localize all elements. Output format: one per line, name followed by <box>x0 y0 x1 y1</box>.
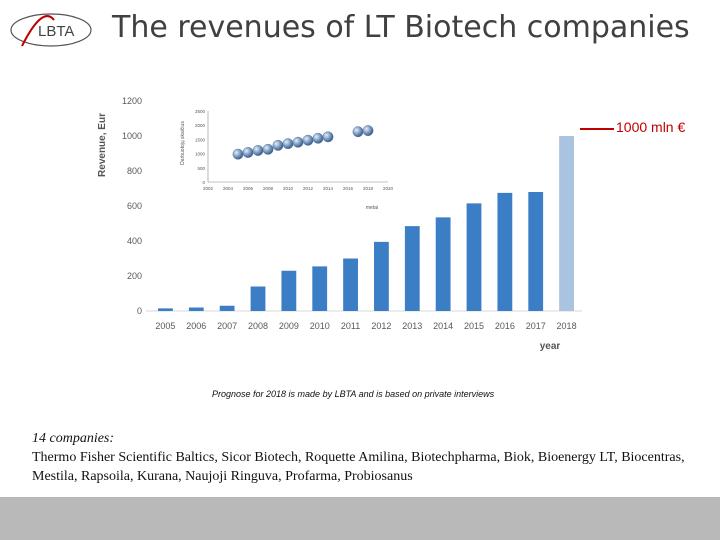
bar-2016 <box>497 192 513 311</box>
bar-2013 <box>404 226 420 311</box>
logo-text: LBTA <box>38 23 74 40</box>
y-axis-label: Revenue, Eur <box>97 113 108 177</box>
bar-2011 <box>343 258 358 311</box>
bar-2010 <box>312 266 328 311</box>
inset-point-2007 <box>252 145 264 156</box>
x-tick-label: 2008 <box>248 321 268 331</box>
y-tick-label: 400 <box>127 236 142 246</box>
x-axis-label: year <box>540 341 561 352</box>
y-tick-label: 200 <box>127 271 142 281</box>
bar-2015 <box>466 203 482 311</box>
footer-bar <box>0 497 720 540</box>
companies-block: 14 companies: Thermo Fisher Scientific B… <box>32 429 712 486</box>
y-tick-label: 600 <box>127 201 142 211</box>
x-tick-label: 2005 <box>155 321 175 331</box>
employees-inset-chart: Darbuotojų skaičius metai 0 500 1000 1500 20… <box>180 105 412 215</box>
inset-y-axis-label: Darbuotojų skaičius <box>180 121 186 165</box>
inset-x-tick-label: 2006 <box>243 186 254 191</box>
inset-x-tick-label: 2014 <box>323 186 334 191</box>
x-tick-label: 2018 <box>557 321 577 331</box>
y-tick-label: 1000 <box>122 131 142 141</box>
x-tick-label: 2009 <box>279 321 299 331</box>
inset-point-2010 <box>282 138 294 150</box>
inset-x-axis-label: metai <box>366 205 378 211</box>
inset-y-tick-label: 2000 <box>195 123 206 128</box>
bar-2017 <box>528 192 544 311</box>
x-tick-label: 2011 <box>341 321 360 331</box>
inset-x-tick-label: 2008 <box>263 186 274 191</box>
inset-x-tick-label: 2020 <box>383 186 394 191</box>
inset-point-2017 <box>352 126 364 138</box>
x-tick-label: 2017 <box>526 321 546 331</box>
bar-2008 <box>250 286 266 311</box>
y-tick-label: 0 <box>137 306 142 316</box>
inset-point-2005 <box>232 148 244 160</box>
inset-y-tick-label: 2500 <box>195 109 206 114</box>
companies-header: 14 companies: <box>32 431 115 446</box>
annotation-line <box>580 128 614 130</box>
inset-x-tick-label: 2016 <box>343 186 354 191</box>
y-tick-label: 1200 <box>122 96 142 106</box>
inset-point-2008 <box>262 143 274 155</box>
prognosis-note: Prognose for 2018 is made by LBTA and is… <box>212 389 495 399</box>
bar-2014 <box>435 217 451 311</box>
inset-point-2014 <box>322 131 334 143</box>
inset-point-2011 <box>292 136 304 148</box>
inset-x-tick-label: 2012 <box>303 186 314 191</box>
inset-point-2013 <box>312 132 324 144</box>
bar-2005 <box>158 308 173 311</box>
x-tick-label: 2013 <box>402 321 422 331</box>
inset-y-tick-label: 1500 <box>195 137 206 142</box>
inset-y-tick-label: 1000 <box>195 152 206 157</box>
inset-x-tick-label: 2010 <box>283 186 294 191</box>
inset-x-tick-label: 2002 <box>203 186 214 191</box>
x-tick-label: 2012 <box>371 321 391 331</box>
x-tick-label: 2015 <box>464 321 484 331</box>
companies-list: Thermo Fisher Scientific Baltics, Sicor … <box>32 450 685 484</box>
bar-2018 <box>559 136 574 311</box>
inset-point-2006 <box>242 147 254 158</box>
bar-2006 <box>188 307 204 311</box>
inset-y-tick-label: 500 <box>197 166 205 171</box>
x-tick-label: 2006 <box>186 321 206 331</box>
x-tick-label: 2016 <box>495 321 515 331</box>
bar-2012 <box>374 241 389 311</box>
page-title: The revenues of LT Biotech companies <box>112 10 690 45</box>
inset-point-2018 <box>362 125 374 136</box>
x-tick-label: 2010 <box>310 321 330 331</box>
x-tick-label: 2014 <box>433 321 453 331</box>
y-tick-label: 800 <box>127 166 142 176</box>
annotation-label: 1000 mln € <box>616 119 686 135</box>
inset-x-tick-label: 2004 <box>223 186 234 191</box>
inset-y-tick-label: 0 <box>202 180 205 185</box>
x-tick-label: 2007 <box>217 321 237 331</box>
revenue-chart: Revenue, Eur year 020040060080010001200 … <box>88 85 596 360</box>
inset-x-tick-label: 2018 <box>363 186 374 191</box>
inset-point-2012 <box>302 134 314 146</box>
bar-2009 <box>281 270 297 311</box>
inset-point-2009 <box>272 139 284 151</box>
lbta-logo: LBTA <box>10 13 92 47</box>
bar-2007 <box>219 305 235 311</box>
